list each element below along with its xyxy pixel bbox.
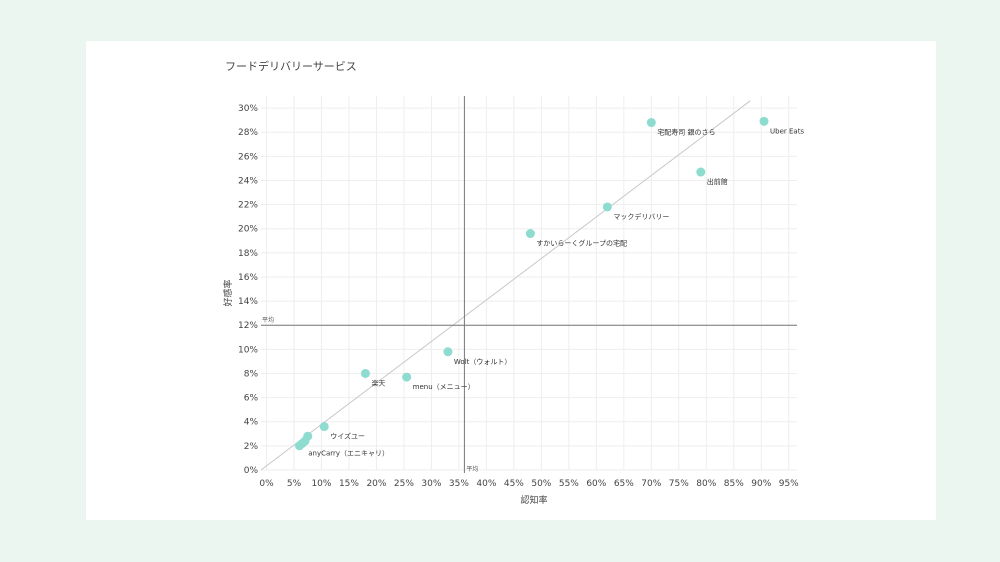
data-point <box>602 202 612 212</box>
y-tick-label: 16% <box>238 273 258 283</box>
y-tick-label: 12% <box>238 321 258 331</box>
data-point-label: Wolt（ウォルト） <box>454 358 511 366</box>
y-tick-label: 30% <box>238 104 258 114</box>
x-tick-label: 0% <box>259 479 274 489</box>
x-tick-label: 25% <box>394 479 414 489</box>
x-tick-label: 35% <box>449 479 469 489</box>
x-tick-label: 55% <box>559 479 579 489</box>
y-tick-label: 2% <box>244 442 259 452</box>
y-tick-label: 18% <box>238 249 258 259</box>
data-point <box>294 441 304 451</box>
chart-card: フードデリバリーサービス 0% 5% 10% 15% 20% 25% 30% 35% 40% 45… <box>86 41 936 520</box>
y-tick-label: 6% <box>244 394 259 404</box>
x-tick-label: 85% <box>724 479 744 489</box>
average-label-x: 平均 <box>466 465 478 473</box>
data-point <box>759 116 769 126</box>
data-point-label: ウイズユー <box>330 432 365 441</box>
y-tick-label: 10% <box>238 345 258 355</box>
y-tick-label: 22% <box>238 201 258 211</box>
average-label-y: 平均 <box>262 316 274 324</box>
scatter-plot: 0% 5% 10% 15% 20% 25% 30% 35% 40% 45% 50% 55% 60% 65%… <box>222 96 804 506</box>
x-tick-label: 50% <box>531 479 551 489</box>
x-tick-label: 20% <box>366 479 386 489</box>
y-tick-label: 0% <box>244 466 259 476</box>
data-point <box>646 118 656 128</box>
data-point <box>360 368 370 378</box>
y-tick-label: 26% <box>238 152 258 162</box>
x-tick-label: 90% <box>751 479 771 489</box>
x-tick-label: 75% <box>669 479 689 489</box>
data-point <box>303 431 313 441</box>
data-point-label: 宅配寿司 銀のさら <box>657 128 715 137</box>
data-point <box>402 372 412 382</box>
data-point-label: Uber Eats <box>770 127 804 135</box>
trend-line <box>260 100 751 471</box>
y-tick-label: 8% <box>244 369 259 379</box>
chart-title: フードデリバリーサービス <box>225 60 357 73</box>
data-point <box>696 167 706 177</box>
data-point-label: anyCarry（エニキャリ） <box>308 449 389 457</box>
data-point-label: すかいらーくグループの宅配 <box>536 239 627 248</box>
x-tick-label: 30% <box>421 479 441 489</box>
data-point <box>525 229 535 239</box>
y-axis-title: 好感率 <box>222 279 234 306</box>
x-axis-title: 認知率 <box>520 494 547 506</box>
x-tick-label: 40% <box>476 479 496 489</box>
x-tick-label: 15% <box>339 479 359 489</box>
y-tick-label: 4% <box>244 418 259 428</box>
x-tick-label: 80% <box>696 479 716 489</box>
x-tick-label: 5% <box>287 479 302 489</box>
data-point-label: マックデリバリー <box>613 212 669 221</box>
data-point-label: 出前館 <box>707 177 728 186</box>
x-tick-label: 70% <box>641 479 661 489</box>
data-point-label: 楽天 <box>371 378 385 387</box>
y-tick-label: 14% <box>238 297 258 307</box>
x-tick-label: 95% <box>779 479 799 489</box>
y-tick-label: 28% <box>238 128 258 138</box>
x-tick-label: 60% <box>586 479 606 489</box>
x-tick-label: 65% <box>614 479 634 489</box>
y-tick-label: 24% <box>238 176 258 186</box>
x-tick-label: 45% <box>504 479 524 489</box>
data-point <box>319 422 329 432</box>
data-point <box>443 347 453 357</box>
data-point-label: menu（メニュー） <box>413 383 475 391</box>
y-tick-label: 20% <box>238 225 258 235</box>
x-tick-label: 10% <box>311 479 331 489</box>
